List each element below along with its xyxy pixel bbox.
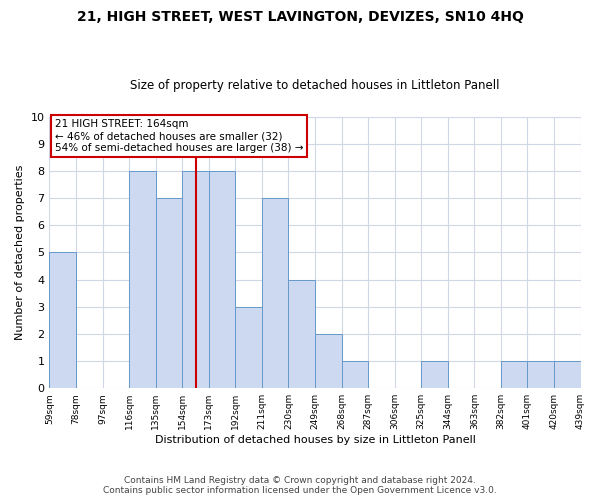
Title: Size of property relative to detached houses in Littleton Panell: Size of property relative to detached ho… [130, 79, 500, 92]
X-axis label: Distribution of detached houses by size in Littleton Panell: Distribution of detached houses by size … [155, 435, 475, 445]
Bar [315, 334, 341, 388]
Bar [554, 361, 581, 388]
Bar [501, 361, 527, 388]
Bar [421, 361, 448, 388]
Bar [155, 198, 182, 388]
Text: Contains HM Land Registry data © Crown copyright and database right 2024.
Contai: Contains HM Land Registry data © Crown c… [103, 476, 497, 495]
Text: 21 HIGH STREET: 164sqm
← 46% of detached houses are smaller (32)
54% of semi-det: 21 HIGH STREET: 164sqm ← 46% of detached… [55, 120, 303, 152]
Bar [209, 171, 235, 388]
Bar [49, 252, 76, 388]
Bar [262, 198, 289, 388]
Y-axis label: Number of detached properties: Number of detached properties [15, 165, 25, 340]
Bar [527, 361, 554, 388]
Bar [182, 171, 209, 388]
Bar [289, 280, 315, 388]
Text: 21, HIGH STREET, WEST LAVINGTON, DEVIZES, SN10 4HQ: 21, HIGH STREET, WEST LAVINGTON, DEVIZES… [77, 10, 523, 24]
Bar [235, 307, 262, 388]
Bar [341, 361, 368, 388]
Bar [129, 171, 155, 388]
